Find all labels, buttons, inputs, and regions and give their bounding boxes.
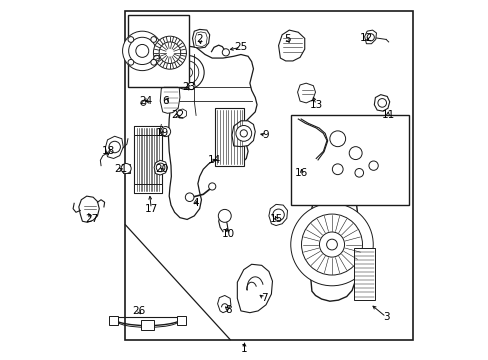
Polygon shape [231, 121, 255, 147]
Polygon shape [308, 188, 357, 301]
Text: 15: 15 [269, 215, 283, 224]
Circle shape [187, 82, 195, 90]
Text: 5: 5 [284, 35, 290, 44]
Polygon shape [364, 30, 376, 44]
Bar [215, 108, 244, 166]
Polygon shape [168, 45, 257, 220]
Circle shape [218, 210, 231, 222]
Text: 7: 7 [261, 293, 267, 303]
Circle shape [121, 163, 131, 174]
Circle shape [329, 131, 345, 147]
Text: 18: 18 [102, 146, 115, 156]
Bar [134, 126, 162, 193]
Circle shape [319, 232, 344, 257]
Polygon shape [105, 136, 123, 158]
Circle shape [156, 163, 164, 172]
Circle shape [160, 127, 170, 136]
Circle shape [290, 203, 372, 286]
Circle shape [354, 168, 363, 177]
Text: 12: 12 [359, 33, 372, 43]
Circle shape [159, 42, 180, 63]
Circle shape [377, 99, 386, 107]
Bar [353, 248, 375, 300]
Circle shape [240, 130, 247, 137]
Bar [177, 316, 186, 325]
Polygon shape [154, 160, 167, 175]
Polygon shape [192, 30, 209, 48]
Polygon shape [160, 83, 180, 113]
Text: 3: 3 [382, 312, 388, 322]
Bar [141, 320, 154, 329]
Text: 22: 22 [171, 111, 184, 121]
Polygon shape [268, 204, 287, 226]
Circle shape [208, 183, 215, 190]
Polygon shape [237, 264, 272, 313]
Text: 27: 27 [85, 215, 99, 224]
Polygon shape [177, 109, 186, 118]
Polygon shape [297, 83, 315, 103]
Text: 20: 20 [155, 164, 168, 174]
Text: 16: 16 [295, 168, 308, 178]
Text: 6: 6 [162, 96, 168, 106]
Text: 8: 8 [224, 305, 231, 315]
Circle shape [272, 209, 284, 221]
Circle shape [301, 214, 362, 275]
Circle shape [150, 37, 156, 42]
Circle shape [326, 239, 337, 250]
Text: 13: 13 [309, 100, 322, 110]
Text: 23: 23 [182, 82, 195, 92]
Text: 1: 1 [241, 343, 247, 354]
Text: 10: 10 [222, 229, 234, 239]
Text: 26: 26 [132, 306, 145, 316]
Circle shape [332, 164, 343, 175]
Circle shape [368, 161, 378, 170]
Circle shape [235, 126, 251, 141]
Circle shape [136, 44, 148, 57]
Text: 17: 17 [144, 204, 158, 214]
Text: 24: 24 [139, 96, 152, 106]
Polygon shape [217, 296, 230, 313]
Text: 19: 19 [155, 129, 168, 138]
Circle shape [128, 37, 134, 42]
Bar [290, 116, 408, 205]
Bar [122, 164, 130, 173]
Polygon shape [278, 30, 304, 61]
Text: 4: 4 [192, 198, 199, 208]
Circle shape [348, 147, 362, 159]
Circle shape [366, 34, 373, 41]
Circle shape [141, 100, 145, 105]
Text: 2: 2 [196, 35, 203, 44]
Polygon shape [373, 95, 389, 111]
Text: 14: 14 [207, 155, 220, 165]
Polygon shape [79, 196, 99, 222]
Circle shape [128, 59, 134, 65]
Bar [134, 126, 162, 135]
Circle shape [150, 59, 156, 65]
Bar [128, 15, 188, 87]
Text: 21: 21 [114, 164, 127, 174]
Circle shape [109, 141, 120, 153]
Polygon shape [195, 32, 207, 46]
Circle shape [128, 37, 156, 64]
Circle shape [153, 55, 159, 61]
Text: 11: 11 [381, 111, 394, 121]
Text: 9: 9 [262, 130, 269, 140]
Bar [125, 12, 412, 339]
Bar [109, 316, 118, 325]
Circle shape [222, 49, 229, 56]
Bar [134, 184, 162, 193]
Text: 25: 25 [234, 42, 247, 52]
Circle shape [153, 36, 186, 69]
Circle shape [122, 31, 162, 71]
Circle shape [185, 193, 194, 202]
